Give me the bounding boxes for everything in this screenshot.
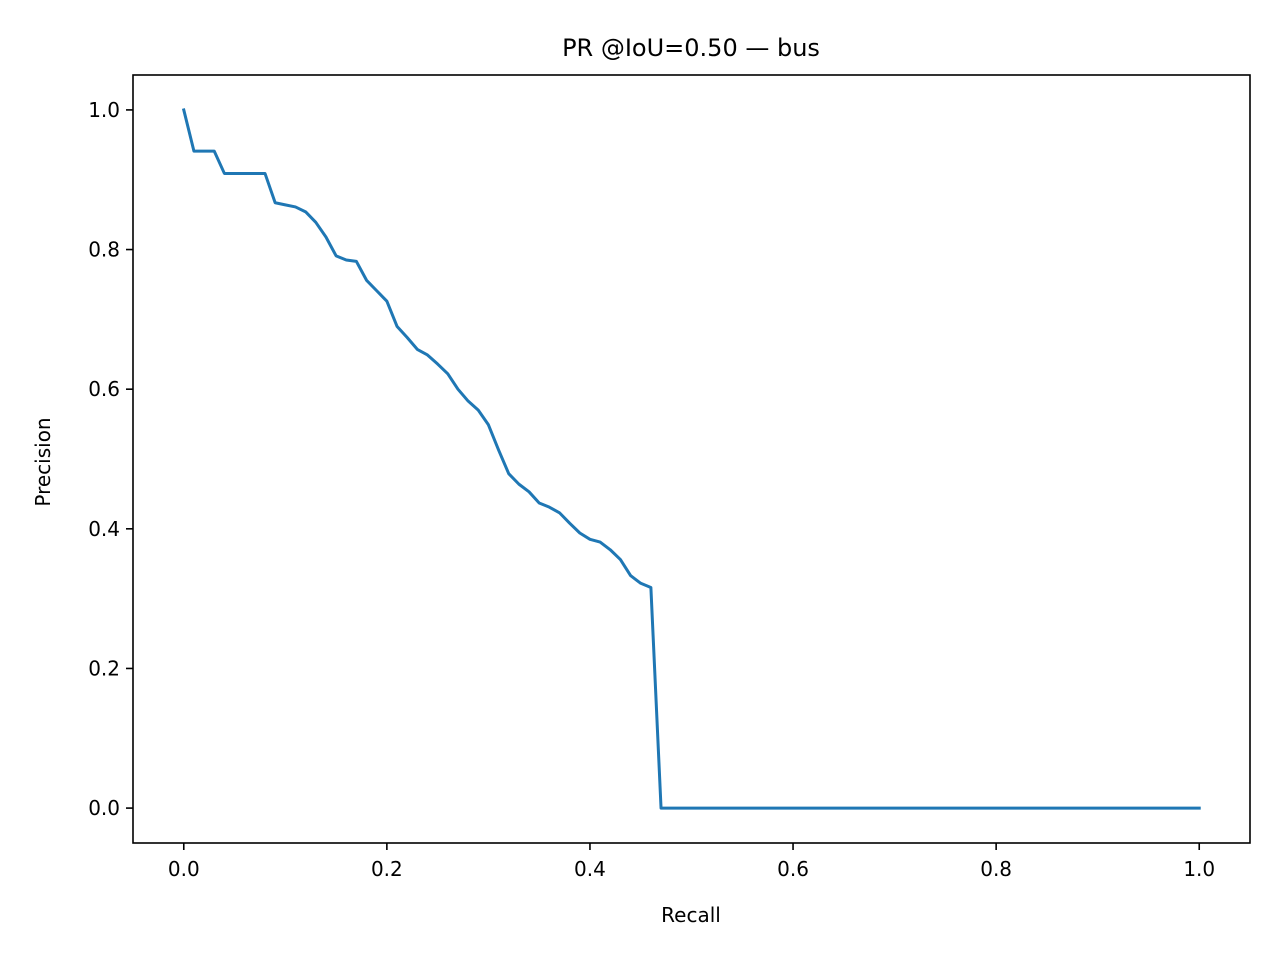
x-tick-label: 0.2 [371, 857, 403, 881]
x-tick-label: 0.8 [980, 857, 1012, 881]
x-tick-label: 1.0 [1183, 857, 1215, 881]
plot-frame [132, 74, 1251, 844]
x-tick-label: 0.4 [574, 857, 606, 881]
x-tick-label: 0.6 [777, 857, 809, 881]
y-axis-label: Precision [31, 417, 55, 506]
y-tick-label: 1.0 [88, 98, 120, 122]
plot-area [181, 108, 1201, 810]
y-tick-label: 0.6 [88, 377, 120, 401]
y-tick-label: 0.8 [88, 238, 120, 262]
chart-title: PR @IoU=0.50 — bus [562, 34, 820, 62]
x-axis-label: Recall [661, 903, 721, 927]
y-tick-label: 0.2 [88, 656, 120, 680]
x-tick-label: 0.0 [168, 857, 200, 881]
pr-curve-line [181, 108, 1201, 810]
x-axis: 0.0 0.2 0.4 0.6 0.8 1.0 [168, 843, 1215, 881]
y-tick-label: 0.4 [88, 517, 120, 541]
y-axis: 0.0 0.2 0.4 0.6 0.8 1.0 [88, 98, 133, 820]
y-tick-label: 0.0 [88, 796, 120, 820]
